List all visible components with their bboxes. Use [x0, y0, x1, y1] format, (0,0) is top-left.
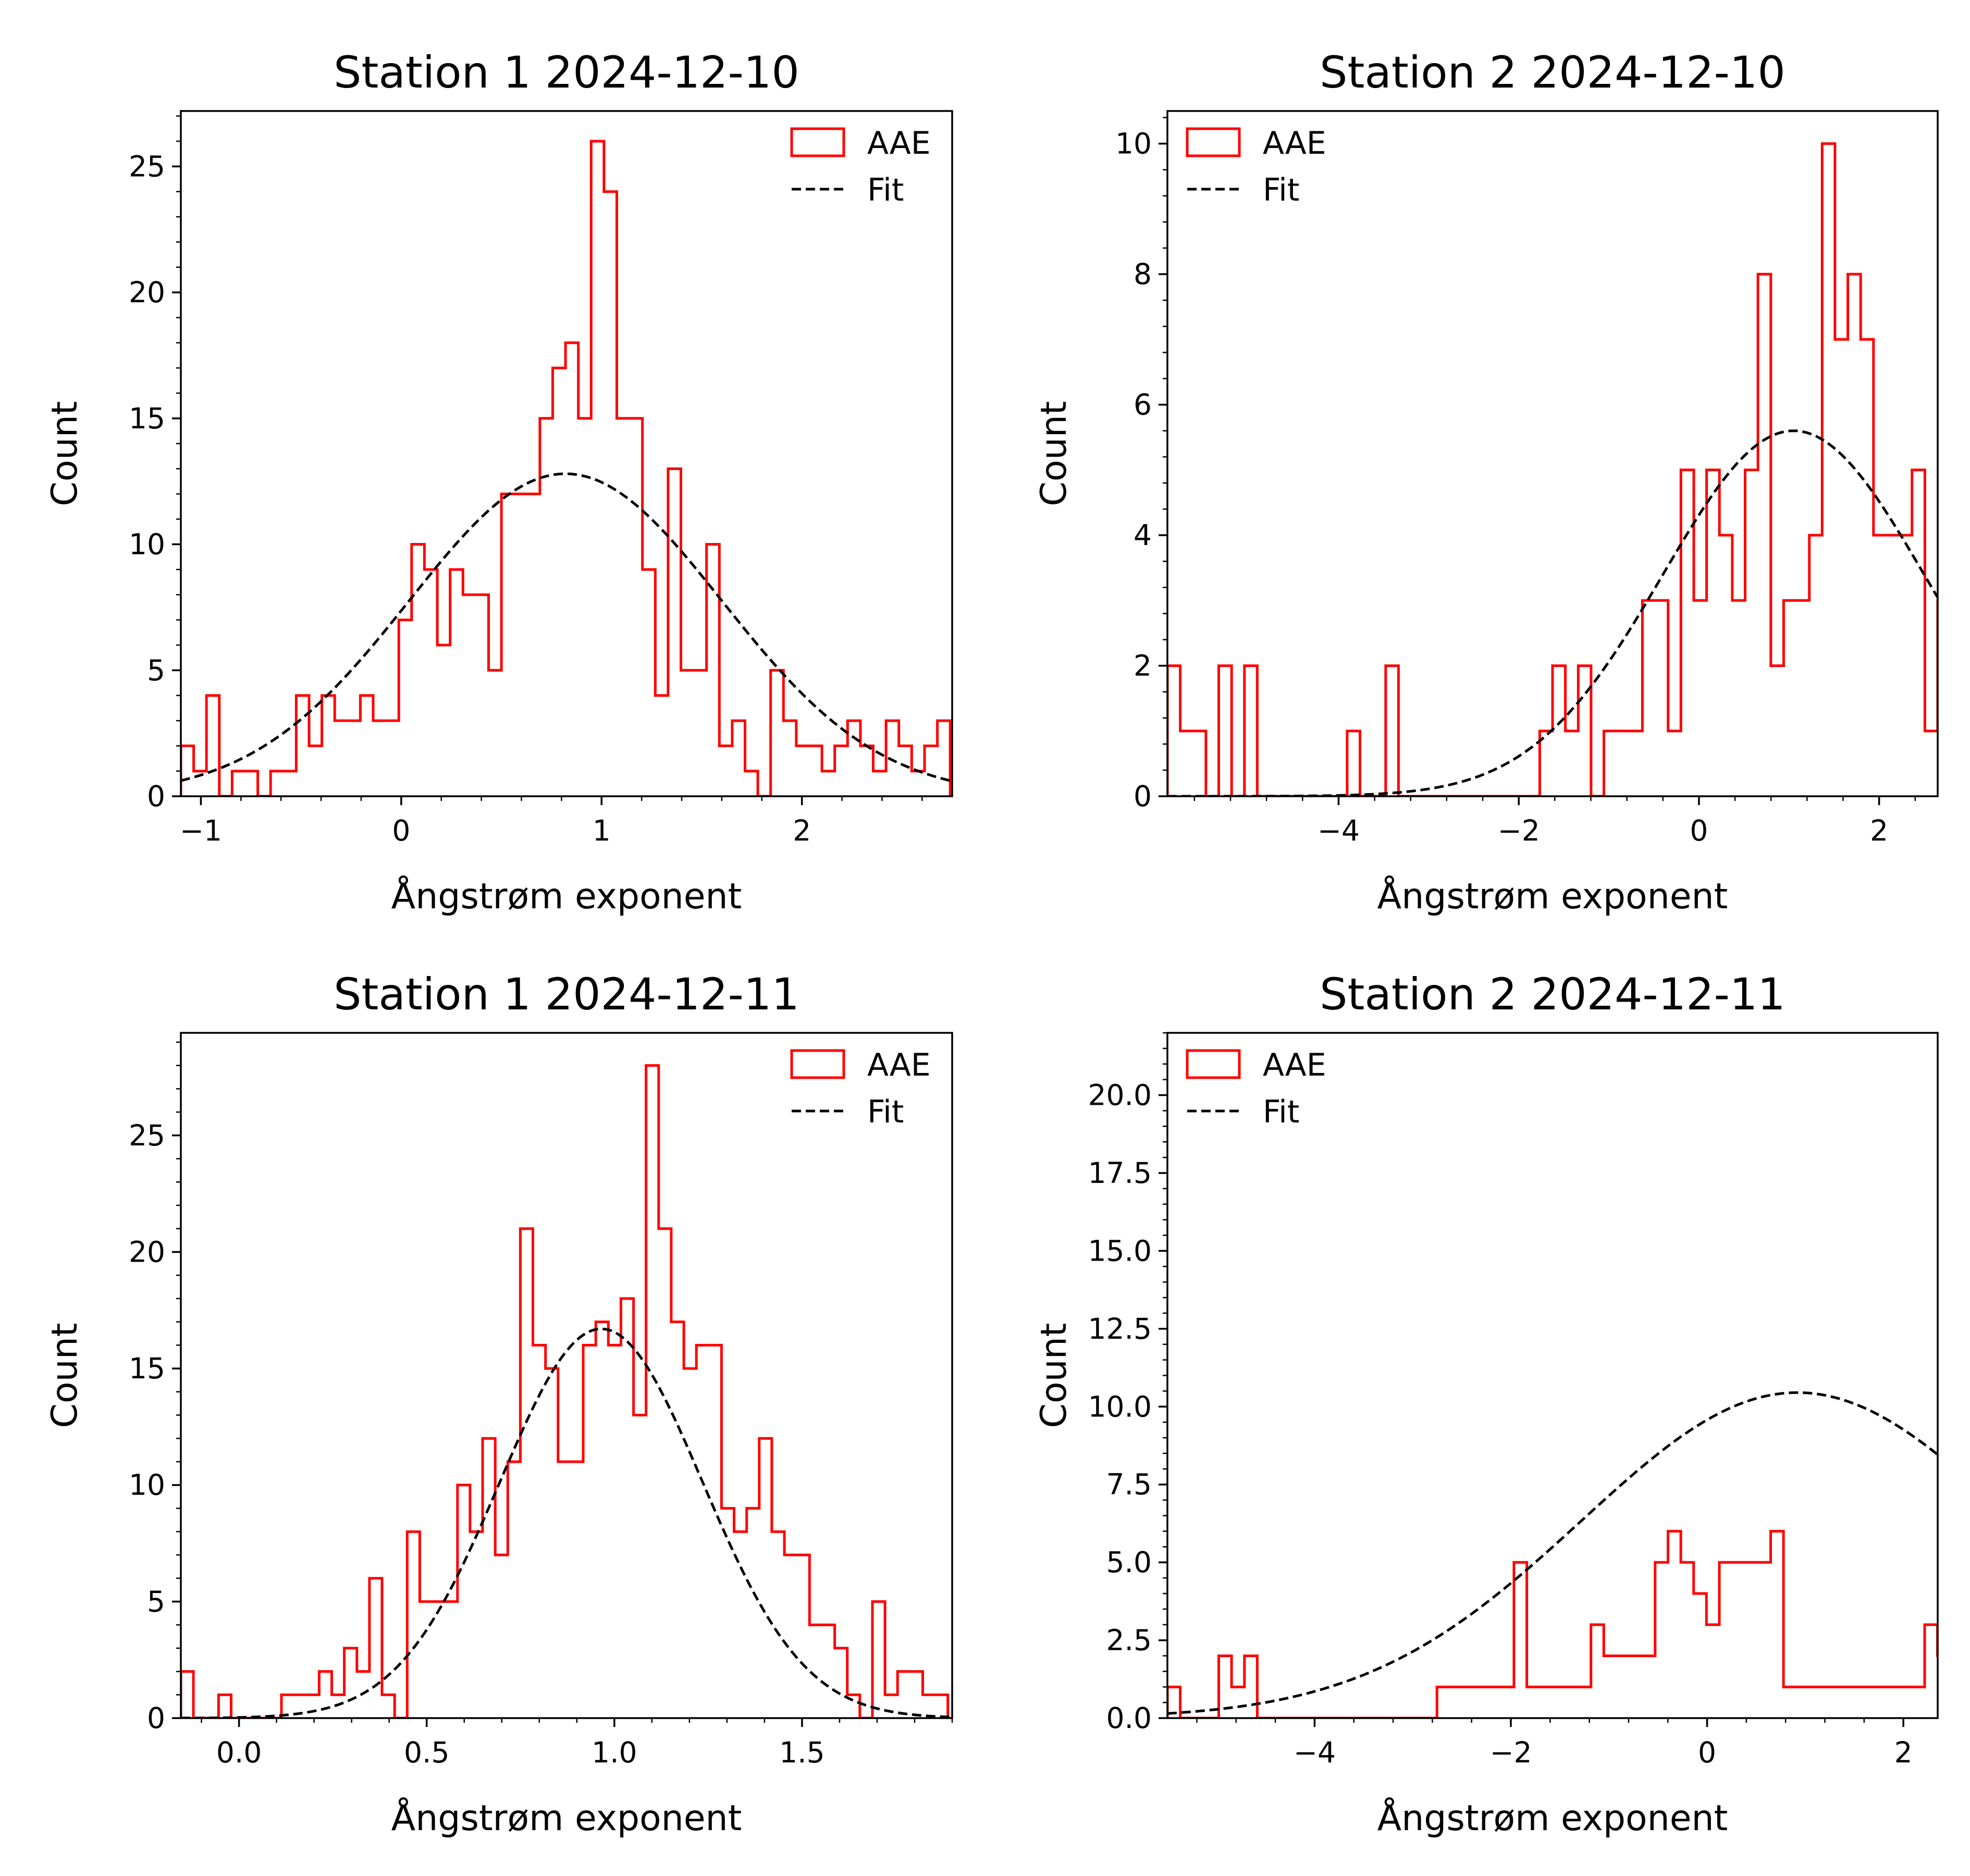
y-axis-label: Count [1033, 1323, 1075, 1428]
histogram-aae [181, 140, 952, 796]
y-tick-label: 20 [129, 276, 165, 309]
y-axis-label: Count [44, 1323, 85, 1428]
fit-curve [181, 1327, 952, 1718]
x-tick-label: −4 [1318, 814, 1360, 847]
chart-title: Station 2 2024-12-11 [1320, 969, 1786, 1020]
x-tick-label: 0 [392, 814, 410, 847]
chart-title: Station 2 2024-12-10 [1320, 47, 1786, 98]
legend-fit-label: Fit [1263, 1094, 1299, 1130]
y-tick-label: 15.0 [1088, 1234, 1152, 1267]
x-tick-label: 1.0 [592, 1736, 637, 1769]
x-tick-label: 0.0 [216, 1736, 262, 1769]
x-tick-label: 0.5 [404, 1736, 449, 1769]
legend: AAE Fit [790, 125, 931, 208]
y-tick-label: 20.0 [1088, 1079, 1152, 1112]
fit-curve [1167, 1391, 1938, 1715]
legend: AAE Fit [1186, 1047, 1326, 1130]
y-tick-label: 25 [129, 150, 165, 183]
legend-fit-label: Fit [1263, 172, 1299, 208]
legend-hist-swatch [790, 127, 845, 157]
y-tick-label: 6 [1134, 388, 1152, 422]
y-tick-label: 10.0 [1088, 1390, 1152, 1423]
plot-area [1167, 1391, 1938, 1718]
x-axis-label: Ångstrøm exponent [391, 875, 742, 917]
histogram-aae [181, 1064, 950, 1718]
y-axis-label: Count [44, 401, 85, 507]
legend-hist-label: AAE [1263, 125, 1326, 162]
y-tick-label: 0 [147, 1701, 165, 1735]
legend-hist-label: AAE [867, 1047, 931, 1083]
subplot-2: −4 −2 0 2 0 2 4 6 8 10 Station 2 2024-12-10 Ångstrø… [1033, 47, 1939, 917]
legend-hist-label: AAE [867, 125, 931, 162]
y-tick-label: 7.5 [1106, 1468, 1152, 1501]
y-tick-label: 0 [1134, 780, 1152, 813]
x-tick-label: 2 [793, 814, 811, 847]
y-tick-label: 0 [147, 780, 165, 813]
y-tick-label: 5.0 [1106, 1546, 1152, 1579]
y-tick-label: 8 [1134, 257, 1152, 291]
y-tick-label: 20 [129, 1235, 165, 1268]
x-tick-label: 0 [1698, 1736, 1716, 1769]
x-axis-label: Ångstrøm exponent [391, 1797, 742, 1839]
plot-area [181, 140, 952, 796]
y-tick-label: 4 [1134, 519, 1152, 552]
subplot-3: 0.0 0.5 1.0 1.5 0 5 10 15 20 25 Station 1 2024-12-… [44, 969, 953, 1839]
legend-hist-label: AAE [1263, 1047, 1326, 1083]
legend-hist-swatch [790, 1049, 845, 1079]
subplot-4: −4 −2 0 20.02.55.07.510.012.515.017.520.0St… [1033, 969, 1939, 1839]
legend-fit-label: Fit [867, 172, 904, 208]
legend: AAE Fit [1186, 125, 1326, 208]
axes-frame [180, 110, 953, 797]
x-axis-label: Ångstrøm exponent [1377, 1797, 1728, 1839]
y-tick-label: 25 [129, 1119, 165, 1152]
legend-hist-swatch [1186, 1049, 1241, 1079]
axes-frame [180, 1032, 953, 1719]
y-tick-label: 5 [147, 1585, 165, 1618]
y-tick-label: 17.5 [1088, 1156, 1152, 1190]
y-axis-label: Count [1033, 401, 1075, 507]
x-tick-label: 0 [1690, 814, 1708, 847]
y-tick-label: 10 [129, 528, 165, 561]
x-axis-label: Ångstrøm exponent [1377, 875, 1728, 917]
plot-area [1167, 142, 1938, 796]
axes-frame [1166, 110, 1939, 797]
x-tick-label: −1 [180, 814, 222, 847]
y-tick-label: 15 [129, 402, 165, 435]
y-tick-label: 12.5 [1088, 1312, 1152, 1346]
legend-hist-swatch [1186, 127, 1241, 157]
x-tick-label: 1 [593, 814, 611, 847]
x-tick-label: −4 [1294, 1736, 1336, 1769]
y-tick-label: 2.5 [1106, 1624, 1152, 1657]
axes-frame [1166, 1032, 1939, 1719]
x-tick-label: −2 [1489, 1736, 1532, 1769]
legend-fit-label: Fit [867, 1094, 904, 1130]
x-tick-label: 1.5 [779, 1736, 824, 1769]
chart-title: Station 1 2024-12-11 [334, 969, 799, 1020]
x-tick-label: 2 [1894, 1736, 1913, 1769]
chart-title: Station 1 2024-12-10 [334, 47, 799, 98]
histogram-aae [1167, 142, 1938, 796]
y-tick-label: 2 [1134, 649, 1152, 683]
y-tick-label: 10 [1115, 127, 1152, 161]
y-tick-label: 15 [129, 1352, 165, 1385]
y-tick-label: 10 [129, 1468, 165, 1502]
plot-area [181, 1064, 952, 1718]
fit-curve [181, 472, 952, 783]
histogram-aae [1167, 1529, 1938, 1718]
x-tick-label: 2 [1870, 814, 1888, 847]
x-tick-label: −2 [1498, 814, 1540, 847]
legend: AAE Fit [790, 1047, 931, 1130]
y-tick-label: 0.0 [1106, 1701, 1152, 1735]
y-tick-label: 5 [147, 653, 165, 687]
